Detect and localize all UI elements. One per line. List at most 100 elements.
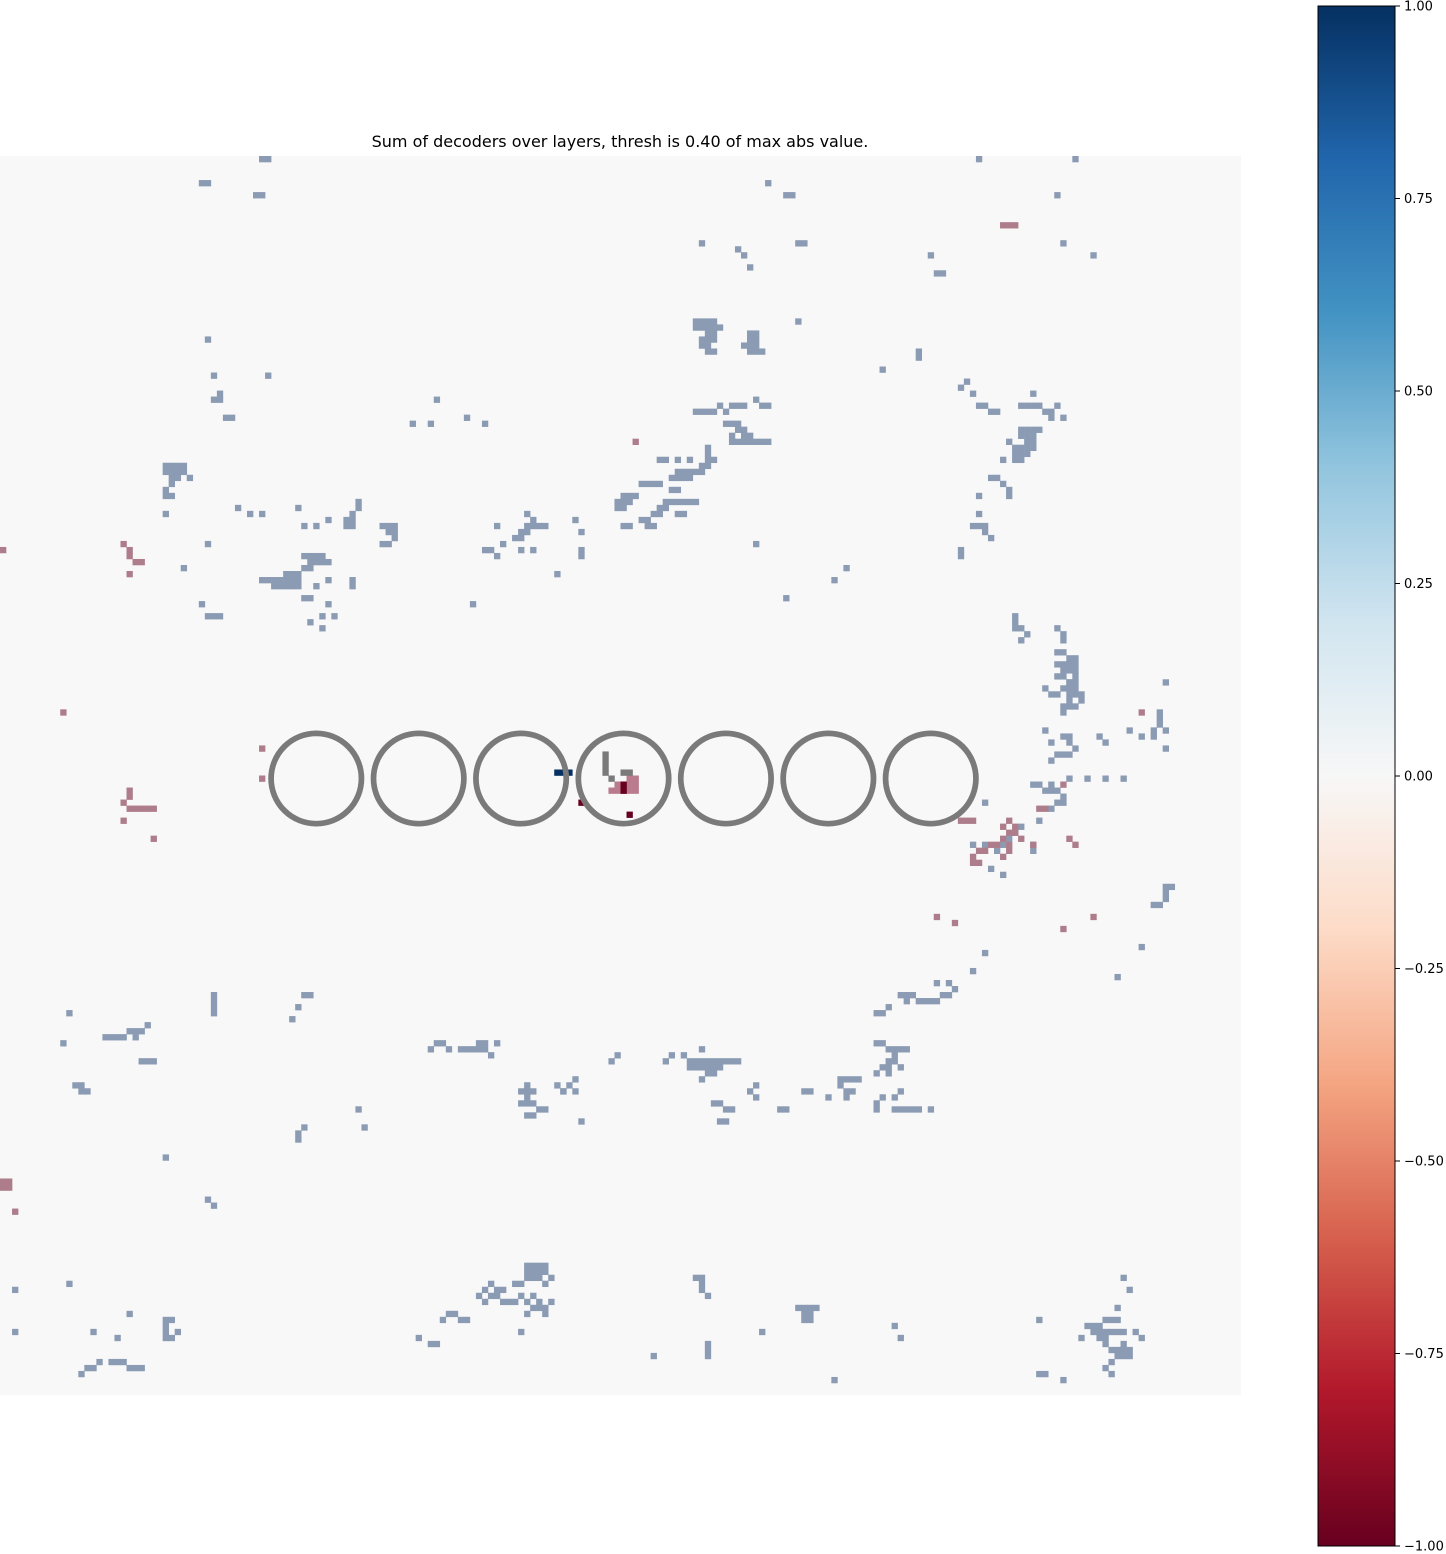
heatmap-cell [289,583,296,590]
heatmap-cell [204,540,212,548]
heatmap-cell [518,1292,525,1300]
heatmap-cell [698,1274,706,1282]
heatmap-cell [90,1364,97,1372]
heatmap-cell [500,1298,507,1306]
heatmap-cell [271,583,278,590]
heatmap-cell [325,558,332,566]
heatmap-cell [698,1280,706,1288]
heatmap-cell [753,540,760,548]
heatmap-cell [753,438,760,445]
heatmap-cell [765,180,772,187]
heatmap-cell [524,1262,531,1269]
heatmap-cell [614,498,621,506]
heatmap-cell [698,1046,706,1053]
heatmap-cell [210,372,218,379]
heatmap-cell [162,1316,169,1324]
heatmap-cell [204,336,212,343]
heatmap-cell [560,1088,567,1095]
heatmap-cell [1060,703,1067,710]
heatmap-cell [1060,240,1067,247]
heatmap-cell [1162,745,1169,752]
heatmap-cell [957,384,965,391]
heatmap-cell [542,1268,549,1275]
heatmap-cell [1096,1328,1103,1336]
heatmap-cell [210,396,218,403]
heatmap-cell [963,378,971,385]
heatmap-cell [1138,943,1145,951]
heatmap-cell [620,492,627,500]
heatmap-cell [1066,751,1073,758]
heatmap-cell [740,426,748,433]
heatmap-cell [228,414,236,421]
heatmap-cell [692,1274,700,1282]
heatmap-cell [536,522,543,530]
heatmap-cell [1000,871,1007,879]
heatmap-cell [1054,192,1061,199]
heatmap-cell [265,156,272,163]
heatmap-cell [1012,619,1019,626]
heatmap-cell [277,583,284,590]
heatmap-cell [704,324,712,331]
heatmap-cell [120,1358,127,1366]
heatmap-cell [481,1040,489,1047]
heatmap-cell [186,474,194,482]
heatmap-cell [542,1262,549,1269]
heatmap-cell [168,462,175,470]
heatmap-cell [927,1106,935,1113]
heatmap-cell [1048,408,1055,415]
heatmap-cell [518,1328,525,1336]
heatmap-cell [1000,480,1007,488]
heatmap-cell [108,1034,115,1041]
heatmap-cell [530,1100,537,1107]
heatmap-cell [1054,649,1061,656]
heatmap-cell [1072,673,1079,680]
heatmap-cell [1150,901,1157,909]
heatmap-cell [66,1010,73,1017]
colorbar: 1.00 0.75 0.50 0.25 0.00 −0.25 −0.50 −0.75 −1.00 [1317,0,1444,1554]
heatmap-cell [1000,841,1007,848]
heatmap-cell [427,1046,435,1053]
heatmap-cell [1114,973,1121,981]
heatmap-cell [1054,402,1061,409]
heatmap-cell [301,522,308,530]
heatmap-cell [734,438,742,445]
heatmap-cell [1120,1346,1127,1354]
heatmap-cell [204,180,212,187]
heatmap-cell [903,992,910,999]
heatmap-cell [536,1304,543,1312]
heatmap-cell [698,318,706,325]
heatmap-cell [349,516,356,524]
heatmap-cell [1072,745,1079,752]
heatmap-cell [96,1358,103,1366]
heatmap-cell [602,769,609,776]
heatmap-cell [554,571,561,578]
heatmap-cell [1162,727,1169,734]
heatmap-cell [704,348,712,355]
heatmap-cell [530,516,537,524]
heatmap-cell [975,402,983,409]
heatmap-cell [126,1364,133,1372]
heatmap-cell [1066,775,1073,782]
heatmap-cell [114,1034,121,1041]
heatmap-cell [692,408,700,415]
heatmap-cell [259,775,266,782]
heatmap-cell [1156,715,1163,722]
heatmap-cell [957,817,965,824]
heatmap-cell [704,462,712,470]
heatmap-cell [1060,631,1067,638]
heatmap-cell [72,1082,79,1089]
heatmap-cell [951,919,959,927]
heatmap-cell [614,504,621,512]
heatmap-cell [620,498,627,506]
heatmap-cell [975,492,983,500]
heatmap-cell [626,498,633,506]
heatmap-cell [783,1106,790,1113]
heatmap-cell [783,595,790,602]
heatmap-cell [331,613,338,620]
heatmap-cell [692,1058,700,1065]
heatmap-cell [1060,1376,1067,1384]
heatmap-cell [307,558,314,566]
heatmap-cell [602,757,609,764]
heatmap-cell [614,787,621,794]
heatmap-cell [1000,835,1007,842]
